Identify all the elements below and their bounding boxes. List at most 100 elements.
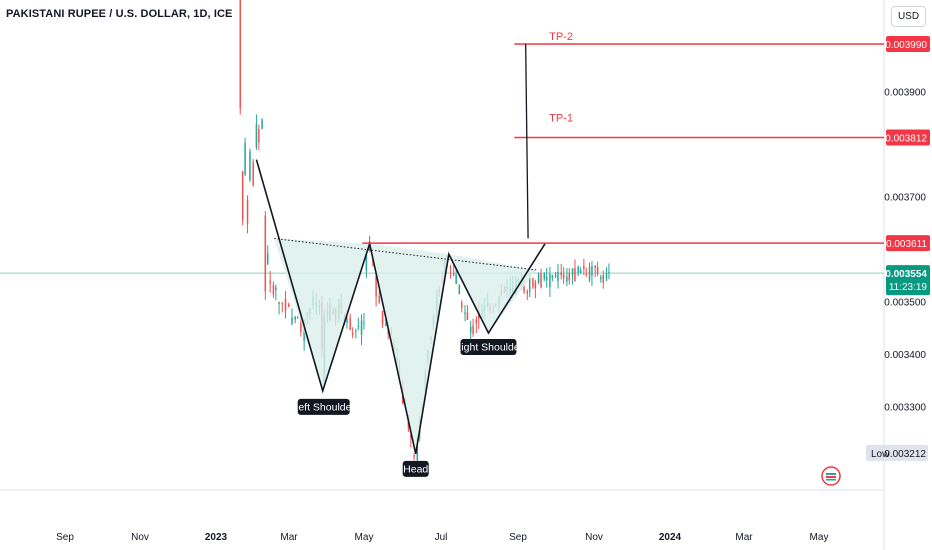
candle-body xyxy=(577,266,579,273)
candle-body xyxy=(534,282,537,289)
candle-body xyxy=(410,434,412,438)
candle-body xyxy=(549,273,551,287)
candle-body xyxy=(375,276,377,297)
candle-body xyxy=(585,274,588,276)
candle-body xyxy=(537,274,540,283)
candle-body xyxy=(526,291,529,294)
candle-body xyxy=(275,287,277,291)
candle-body xyxy=(261,119,263,129)
candle-body xyxy=(357,325,360,327)
candle-body xyxy=(596,267,599,274)
candle-body xyxy=(255,124,258,148)
candle-body xyxy=(413,455,415,457)
candle-body xyxy=(588,267,591,281)
candle-body xyxy=(360,320,363,336)
time-tick: 2024 xyxy=(659,532,682,543)
candle-body xyxy=(532,278,534,288)
candle-body xyxy=(239,0,242,109)
candle-body xyxy=(264,215,267,292)
candle-body xyxy=(300,317,302,333)
chart-title: PAKISTANI RUPEE / U.S. DOLLAR, 1D, ICE xyxy=(6,8,233,20)
candle-body xyxy=(579,270,582,274)
candle-body xyxy=(458,284,461,295)
candle-body xyxy=(472,325,474,334)
candle-body xyxy=(523,286,525,293)
candle-body xyxy=(574,267,576,282)
candle-body xyxy=(608,272,610,274)
candle-body xyxy=(528,277,531,292)
candle-body xyxy=(568,273,571,281)
candle-body xyxy=(258,129,260,143)
flag-icon xyxy=(821,466,841,486)
time-tick: Sep xyxy=(509,532,527,543)
target-price-label-bg xyxy=(886,129,930,146)
head-label: Head xyxy=(403,463,428,475)
time-tick: Nov xyxy=(585,532,603,543)
candle-body xyxy=(288,304,290,307)
candle-body xyxy=(378,295,381,303)
candle-body xyxy=(351,332,354,336)
candle-body xyxy=(557,271,559,281)
candle-body xyxy=(291,317,293,324)
price-tick: 0.003300 xyxy=(884,403,926,414)
time-tick: Jul xyxy=(435,532,448,543)
target-price-label: 0.003611 xyxy=(886,239,927,250)
candle-body xyxy=(269,280,271,284)
time-tick: May xyxy=(355,532,374,543)
candle-body xyxy=(416,441,419,461)
countdown-label: 11:23:19 xyxy=(889,282,928,293)
candle-body xyxy=(381,311,384,325)
candle-body xyxy=(600,276,602,280)
left-shoulder-label: Left Shoulder xyxy=(292,401,355,413)
candle-body xyxy=(244,142,246,175)
head-label-bg xyxy=(402,460,429,477)
candle-body xyxy=(249,151,251,181)
candle-body xyxy=(346,318,348,323)
price-tick: 0.003700 xyxy=(884,192,926,203)
target-price-label: 0.003812 xyxy=(885,134,927,145)
candle-body xyxy=(452,273,455,276)
time-tick: May xyxy=(810,532,829,543)
candle-body xyxy=(583,265,585,270)
pattern-zigzag xyxy=(255,159,546,455)
candle-body xyxy=(246,199,249,224)
target-price-label-bg xyxy=(886,235,930,252)
candle-body xyxy=(464,312,466,314)
candle-body xyxy=(385,324,387,326)
pattern-fill-1 xyxy=(274,238,370,391)
candle-body xyxy=(475,319,478,324)
last-price-label: 0.003554 xyxy=(885,269,927,280)
candle-body xyxy=(266,253,269,264)
candle-body xyxy=(594,265,596,268)
candle-body xyxy=(551,274,554,278)
candle-body xyxy=(281,303,284,305)
pattern-fill-3 xyxy=(448,254,537,334)
candle-body xyxy=(284,298,287,312)
time-tick: Mar xyxy=(280,532,298,543)
time-tick: Mar xyxy=(735,532,753,543)
candle-body xyxy=(294,316,296,320)
candle-body xyxy=(278,302,280,305)
time-tick: 2023 xyxy=(205,532,228,543)
last-price-label-bg xyxy=(886,265,930,296)
price-tick: 0.003900 xyxy=(884,87,926,98)
target-price-label-bg xyxy=(886,36,930,53)
price-tick: 0.003400 xyxy=(884,350,926,361)
candle-body xyxy=(540,273,542,288)
candle-body xyxy=(355,330,357,332)
low-label-bg xyxy=(866,444,928,461)
tp2-label: TP-2 xyxy=(549,31,573,43)
candle-body xyxy=(363,322,365,324)
candle-body xyxy=(241,171,244,221)
candle-body xyxy=(591,266,593,276)
candle-body xyxy=(296,317,299,319)
candle-body xyxy=(449,267,452,269)
candle-body xyxy=(543,273,546,280)
candle-body xyxy=(461,302,463,308)
candle-body xyxy=(545,276,548,281)
candle-body xyxy=(560,272,562,276)
time-tick: Nov xyxy=(131,532,149,543)
currency-button[interactable]: USD xyxy=(891,6,926,27)
right-shoulder-label: Right Shoulder xyxy=(454,342,524,354)
